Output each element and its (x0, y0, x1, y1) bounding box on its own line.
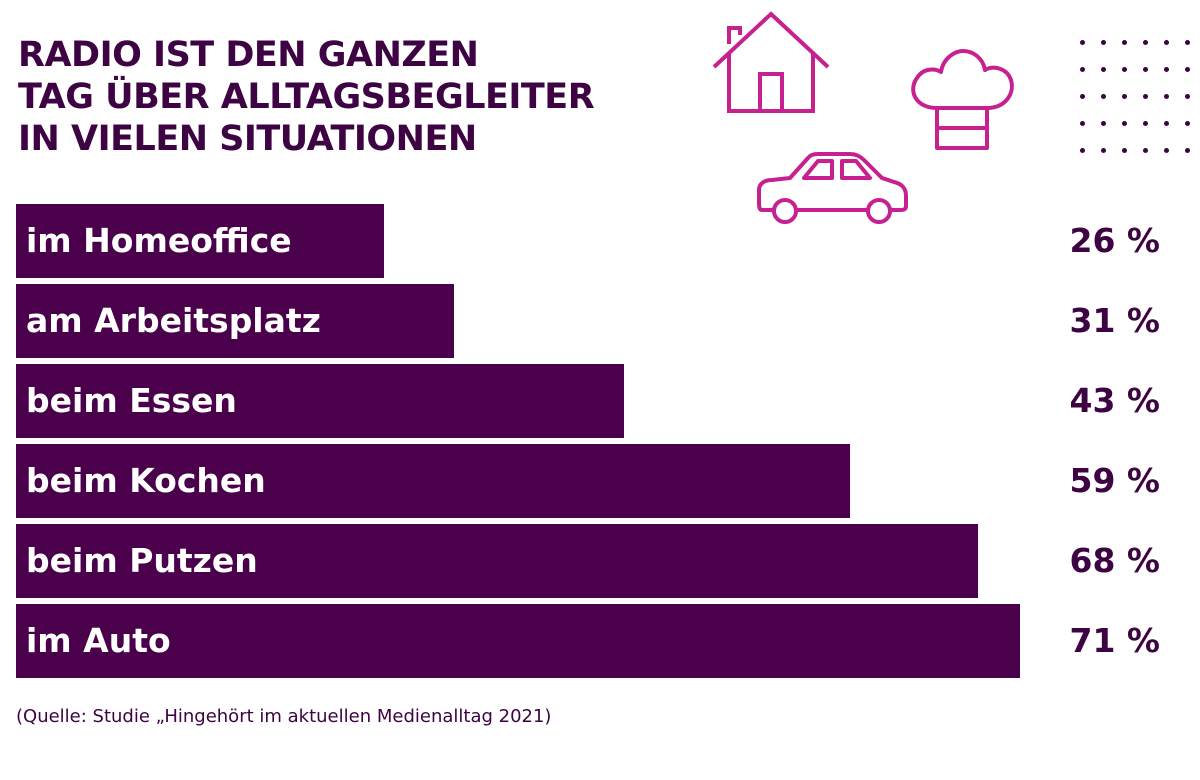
chart-title: RADIO IST DEN GANZEN TAG ÜBER ALLTAGSBEG… (18, 34, 718, 160)
dot-grid-decoration (1080, 40, 1190, 160)
bar-label: beim Kochen (26, 461, 266, 500)
bar-label: beim Putzen (26, 541, 258, 580)
car-icon (757, 152, 908, 224)
bar: beim Essen (16, 364, 624, 438)
title-line-2: TAG ÜBER ALLTAGSBEGLEITER (18, 77, 595, 117)
house-icon (712, 11, 830, 113)
bar-value-label: 31 % (1069, 301, 1160, 340)
bar-value-label: 59 % (1069, 461, 1160, 500)
bar: beim Putzen (16, 524, 978, 598)
bar: am Arbeitsplatz (16, 284, 454, 358)
bar-value-label: 71 % (1069, 621, 1160, 660)
bar-chart: im Homeoffice 26 % am Arbeitsplatz 31 % beim… (16, 204, 1196, 684)
bar-label: am Arbeitsplatz (26, 301, 321, 340)
bar: im Auto (16, 604, 1020, 678)
title-line-3: IN VIELEN SITUATIONEN (18, 119, 477, 159)
bar: im Homeoffice (16, 204, 384, 278)
bar-value-label: 26 % (1069, 221, 1160, 260)
chef-hat-icon (911, 49, 1014, 150)
bar: beim Kochen (16, 444, 850, 518)
bar-label: im Homeoffice (26, 221, 292, 260)
bar-value-label: 68 % (1069, 541, 1160, 580)
title-line-1: RADIO IST DEN GANZEN (18, 35, 479, 75)
bar-label: im Auto (26, 621, 171, 660)
source-note: (Quelle: Studie „Hingehört im aktuellen … (16, 706, 552, 727)
bar-label: beim Essen (26, 381, 237, 420)
bar-value-label: 43 % (1069, 381, 1160, 420)
